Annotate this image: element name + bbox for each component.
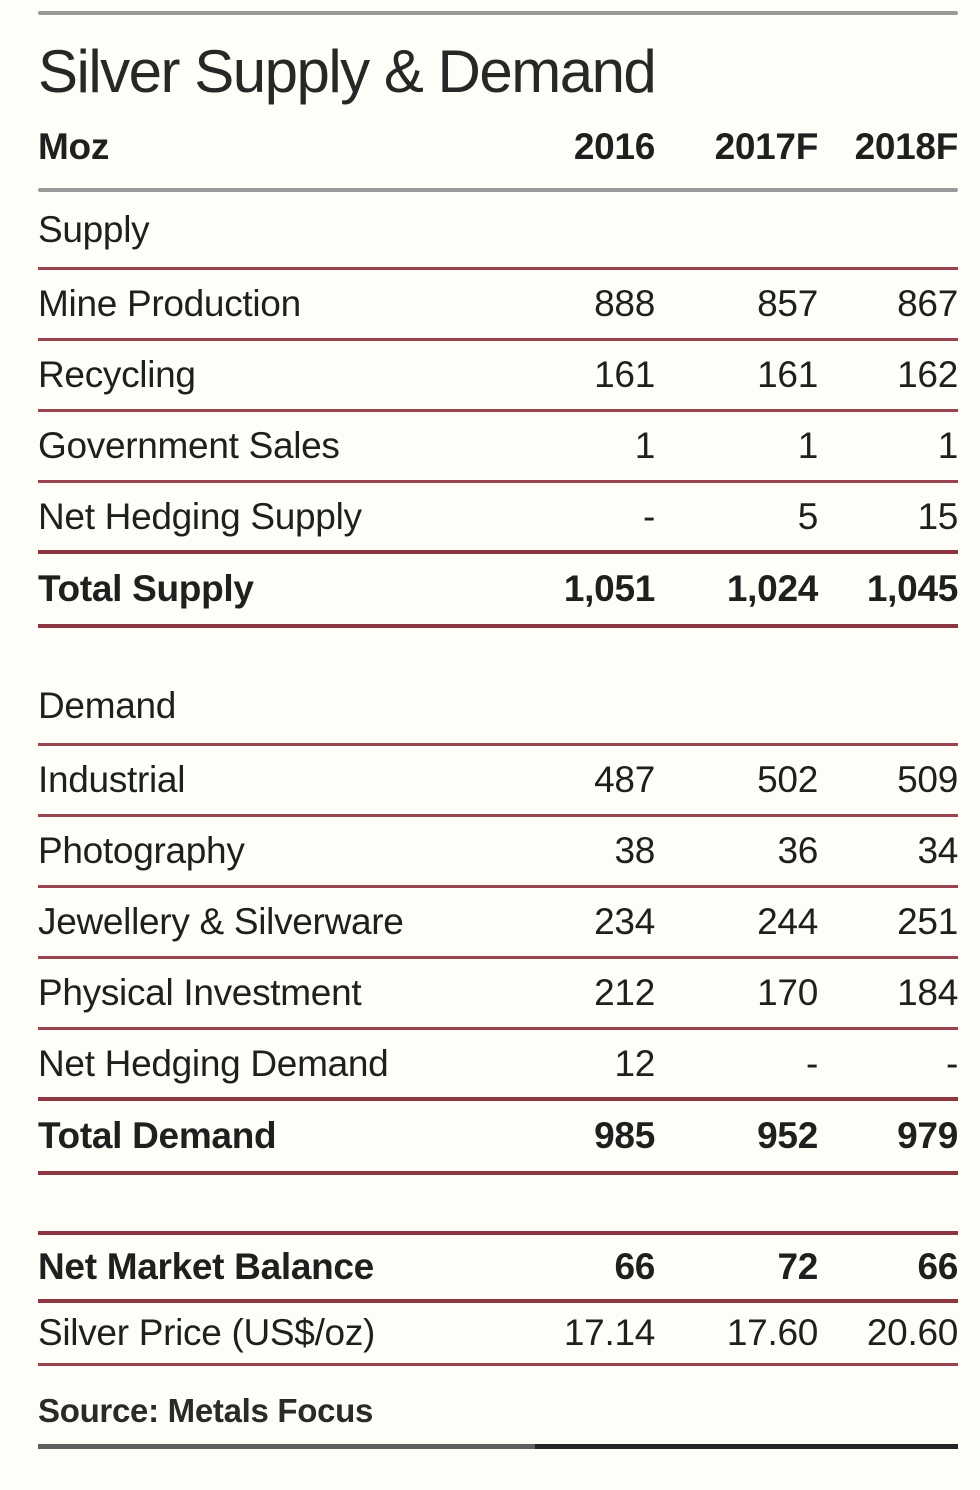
section-header-row: Supply xyxy=(38,192,958,270)
table-row: Government Sales 1 1 1 xyxy=(38,412,958,483)
row-label: Net Market Balance xyxy=(38,1246,374,1287)
row-label: Physical Investment xyxy=(38,972,362,1013)
row-value: 72 xyxy=(777,1246,818,1287)
column-header-2018f: 2018F xyxy=(854,125,959,167)
row-label: Government Sales xyxy=(38,425,340,466)
row-value: 17.60 xyxy=(726,1312,818,1353)
row-value: 1,024 xyxy=(726,568,818,609)
row-label: Mine Production xyxy=(38,283,301,324)
summary-row: Net Market Balance 66 72 66 xyxy=(38,1235,958,1303)
row-value: 66 xyxy=(917,1246,958,1287)
row-value: 17.14 xyxy=(563,1312,655,1353)
row-value: 509 xyxy=(897,759,958,800)
row-value: 952 xyxy=(757,1115,818,1156)
row-value: 985 xyxy=(594,1115,655,1156)
table-row: Mine Production 888 857 867 xyxy=(38,270,958,341)
row-value: 15 xyxy=(917,495,958,537)
table-row: Net Hedging Demand 12 - - xyxy=(38,1030,958,1101)
table-row: Recycling 161 161 162 xyxy=(38,341,958,412)
row-value: 1 xyxy=(937,425,959,466)
column-header-2016: 2016 xyxy=(573,125,655,167)
row-value: 1 xyxy=(634,425,656,466)
row-value: - xyxy=(945,1042,958,1084)
row-value: 234 xyxy=(594,901,655,942)
table-header-row: Moz 2016 2017F 2018F xyxy=(38,105,958,188)
table-row: Industrial 487 502 509 xyxy=(38,746,958,817)
row-value: 1,051 xyxy=(563,568,655,609)
row-value: 251 xyxy=(897,901,958,942)
row-value: 162 xyxy=(897,354,958,395)
row-value: 20.60 xyxy=(866,1312,958,1353)
row-value: - xyxy=(805,1042,818,1084)
row-label: Net Hedging Supply xyxy=(38,495,362,537)
row-value: 867 xyxy=(897,283,958,324)
bottom-divider xyxy=(38,1444,958,1449)
table-body: Supply Mine Production 888 857 867 Recycling 1… xyxy=(38,192,958,1366)
row-value: 161 xyxy=(757,354,818,395)
row-value: 888 xyxy=(594,283,655,324)
row-label: Total Supply xyxy=(38,568,254,609)
row-value: 184 xyxy=(897,972,958,1013)
row-value: 38 xyxy=(614,830,655,871)
row-label: Silver Price (US$/oz) xyxy=(38,1312,376,1353)
row-label: Total Demand xyxy=(38,1115,277,1156)
total-row: Total Demand 985 952 979 xyxy=(38,1101,958,1175)
table-row: Jewellery & Silverware 234 244 251 xyxy=(38,888,958,959)
summary-row: Silver Price (US$/oz) 17.14 17.60 20.60 xyxy=(38,1303,958,1366)
row-label: Net Hedging Demand xyxy=(38,1042,389,1084)
source-note: Source: Metals Focus xyxy=(38,1392,374,1429)
row-value: 487 xyxy=(594,759,655,800)
row-value: 12 xyxy=(614,1042,655,1084)
row-value: 170 xyxy=(757,972,818,1013)
row-value: 1 xyxy=(797,425,819,466)
row-value: 1,045 xyxy=(866,568,958,609)
row-value: 857 xyxy=(757,283,818,324)
total-row: Total Supply 1,051 1,024 1,045 xyxy=(38,554,958,628)
section-spacer xyxy=(38,628,958,668)
table-row: Photography 38 36 34 xyxy=(38,817,958,888)
row-value: 502 xyxy=(757,759,818,800)
section-label: Supply xyxy=(38,208,150,250)
column-header-2017f: 2017F xyxy=(714,125,819,167)
row-value: 161 xyxy=(594,354,655,395)
header-divider xyxy=(38,188,958,192)
row-value: 244 xyxy=(757,901,818,942)
table-row: Physical Investment 212 170 184 xyxy=(38,959,958,1030)
page-title: Silver Supply & Demand xyxy=(38,38,657,105)
row-value: 36 xyxy=(777,830,818,871)
row-value: 5 xyxy=(797,495,819,537)
row-value: 34 xyxy=(917,830,958,871)
report-page: Silver Supply & Demand Moz 2016 2017F 20… xyxy=(0,11,980,1469)
unit-label: Moz xyxy=(38,125,110,167)
row-value: 979 xyxy=(897,1115,958,1156)
row-label: Industrial xyxy=(38,759,186,800)
table-row: Net Hedging Supply - 5 15 xyxy=(38,483,958,554)
row-value: 212 xyxy=(594,972,655,1013)
row-label: Photography xyxy=(38,830,245,871)
row-label: Jewellery & Silverware xyxy=(38,901,404,942)
summary-spacer xyxy=(38,1175,958,1235)
row-value: - xyxy=(642,495,655,537)
section-label: Demand xyxy=(38,684,177,726)
top-divider xyxy=(38,11,958,15)
row-value: 66 xyxy=(614,1246,655,1287)
row-label: Recycling xyxy=(38,354,196,395)
section-header-row: Demand xyxy=(38,668,958,746)
